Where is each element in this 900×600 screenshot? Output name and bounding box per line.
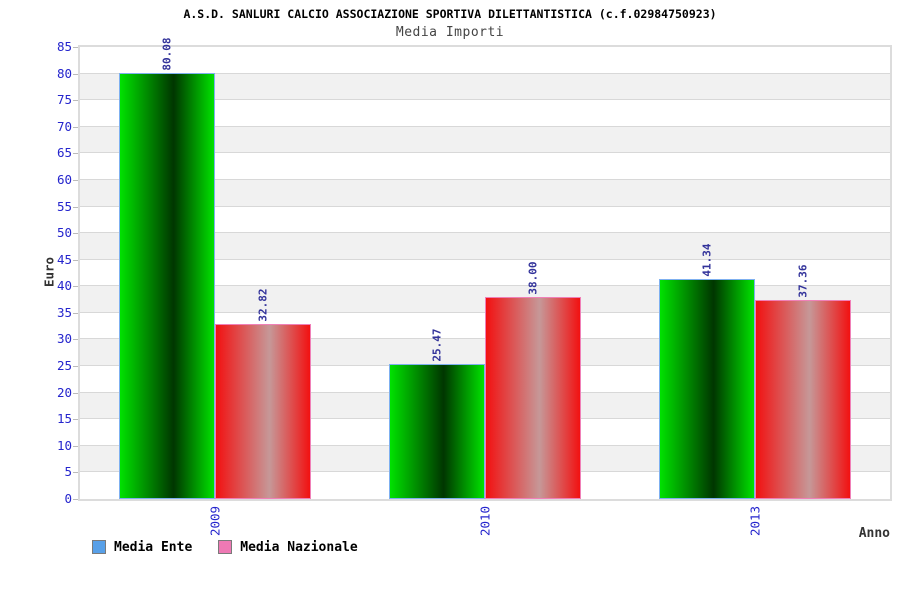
chart-title: A.S.D. SANLURI CALCIO ASSOCIAZIONE SPORT… bbox=[183, 7, 717, 21]
y-tick-mark bbox=[73, 393, 78, 394]
plot-band bbox=[80, 73, 890, 101]
y-tick-mark bbox=[73, 339, 78, 340]
bar-media-nazionale-2009 bbox=[215, 324, 311, 499]
bar-media-nazionale-2010 bbox=[485, 296, 581, 499]
legend-swatch-media-ente-icon bbox=[92, 540, 106, 554]
gridline bbox=[80, 285, 890, 286]
plot-band bbox=[80, 206, 890, 234]
plot-band bbox=[80, 153, 890, 180]
y-tick-label: 25 bbox=[56, 358, 72, 374]
bar-media-nazionale-2013 bbox=[755, 300, 851, 499]
plot-band bbox=[80, 233, 890, 260]
plot-band bbox=[80, 100, 890, 127]
gridline bbox=[80, 126, 890, 127]
y-tick-mark bbox=[73, 313, 78, 314]
gridline bbox=[80, 232, 890, 233]
y-tick-mark bbox=[73, 47, 78, 48]
y-tick-label: 5 bbox=[64, 464, 72, 480]
bar-value-label: 38.00 bbox=[526, 261, 540, 295]
gridline bbox=[80, 99, 890, 100]
y-tick-mark bbox=[73, 260, 78, 261]
y-tick-label: 65 bbox=[56, 145, 72, 161]
gridline bbox=[80, 73, 890, 74]
y-tick-label: 55 bbox=[56, 198, 72, 214]
y-tick-label: 30 bbox=[56, 331, 72, 347]
y-tick-mark bbox=[73, 180, 78, 181]
bar-value-label: 41.34 bbox=[700, 243, 714, 277]
x-axis-title: Anno bbox=[858, 526, 890, 541]
y-tick-label: 50 bbox=[56, 225, 72, 241]
bar-value-label: 80.08 bbox=[160, 37, 174, 71]
legend-item-media-ente: Media Ente bbox=[92, 540, 192, 555]
plot-band bbox=[80, 126, 890, 154]
y-tick-mark bbox=[73, 127, 78, 128]
legend-item-media-nazionale: Media Nazionale bbox=[218, 539, 358, 555]
bar-value-label: 25.47 bbox=[430, 327, 444, 362]
y-tick-label: 15 bbox=[56, 411, 72, 427]
y-tick-label: 0 bbox=[64, 491, 72, 506]
y-tick-label: 60 bbox=[56, 171, 72, 187]
y-tick-label: 45 bbox=[56, 251, 72, 267]
y-tick-label: 10 bbox=[56, 437, 72, 453]
legend: Media Ente Media Nazionale bbox=[92, 538, 384, 556]
y-tick-label: 40 bbox=[56, 278, 72, 294]
gridline bbox=[80, 152, 890, 153]
gridline bbox=[80, 259, 890, 260]
legend-label-media-ente: Media Ente bbox=[114, 539, 193, 555]
gridline bbox=[80, 206, 890, 207]
bar-media-ente-2013 bbox=[659, 279, 755, 499]
plot-band bbox=[80, 259, 890, 287]
y-tick-label: 35 bbox=[56, 304, 72, 320]
y-tick-mark bbox=[73, 472, 78, 473]
y-tick-label: 80 bbox=[56, 65, 72, 81]
y-tick-mark bbox=[73, 233, 78, 234]
y-tick-mark bbox=[73, 446, 78, 447]
y-tick-mark bbox=[73, 153, 78, 154]
plot-area bbox=[78, 45, 892, 501]
legend-swatch-media-nazionale-icon bbox=[218, 540, 233, 554]
bar-value-label: 37.36 bbox=[796, 264, 810, 298]
chart-subtitle: Media Importi bbox=[395, 25, 505, 40]
plot-band bbox=[80, 47, 890, 74]
y-tick-mark bbox=[73, 419, 78, 420]
y-tick-label: 85 bbox=[56, 39, 72, 54]
y-tick-mark bbox=[73, 74, 78, 75]
bar-media-ente-2009 bbox=[119, 73, 215, 499]
y-tick-label: 70 bbox=[56, 118, 72, 134]
y-tick-mark bbox=[73, 100, 78, 101]
x-tick-label-2009: 2009 bbox=[207, 505, 223, 537]
plot-band bbox=[80, 179, 890, 207]
y-tick-mark bbox=[73, 366, 78, 367]
y-tick-mark bbox=[73, 286, 78, 287]
gridline bbox=[80, 179, 890, 180]
bar-media-ente-2010 bbox=[389, 363, 485, 499]
legend-label-media-nazionale: Media Nazionale bbox=[240, 539, 358, 555]
y-tick-mark bbox=[73, 207, 78, 208]
x-tick-label-2010: 2010 bbox=[477, 505, 493, 537]
y-tick-mark bbox=[73, 499, 78, 500]
x-tick-label-2013: 2013 bbox=[747, 505, 763, 537]
bar-value-label: 32.82 bbox=[256, 288, 270, 323]
y-tick-label: 20 bbox=[56, 384, 72, 400]
y-tick-label: 75 bbox=[56, 92, 72, 108]
